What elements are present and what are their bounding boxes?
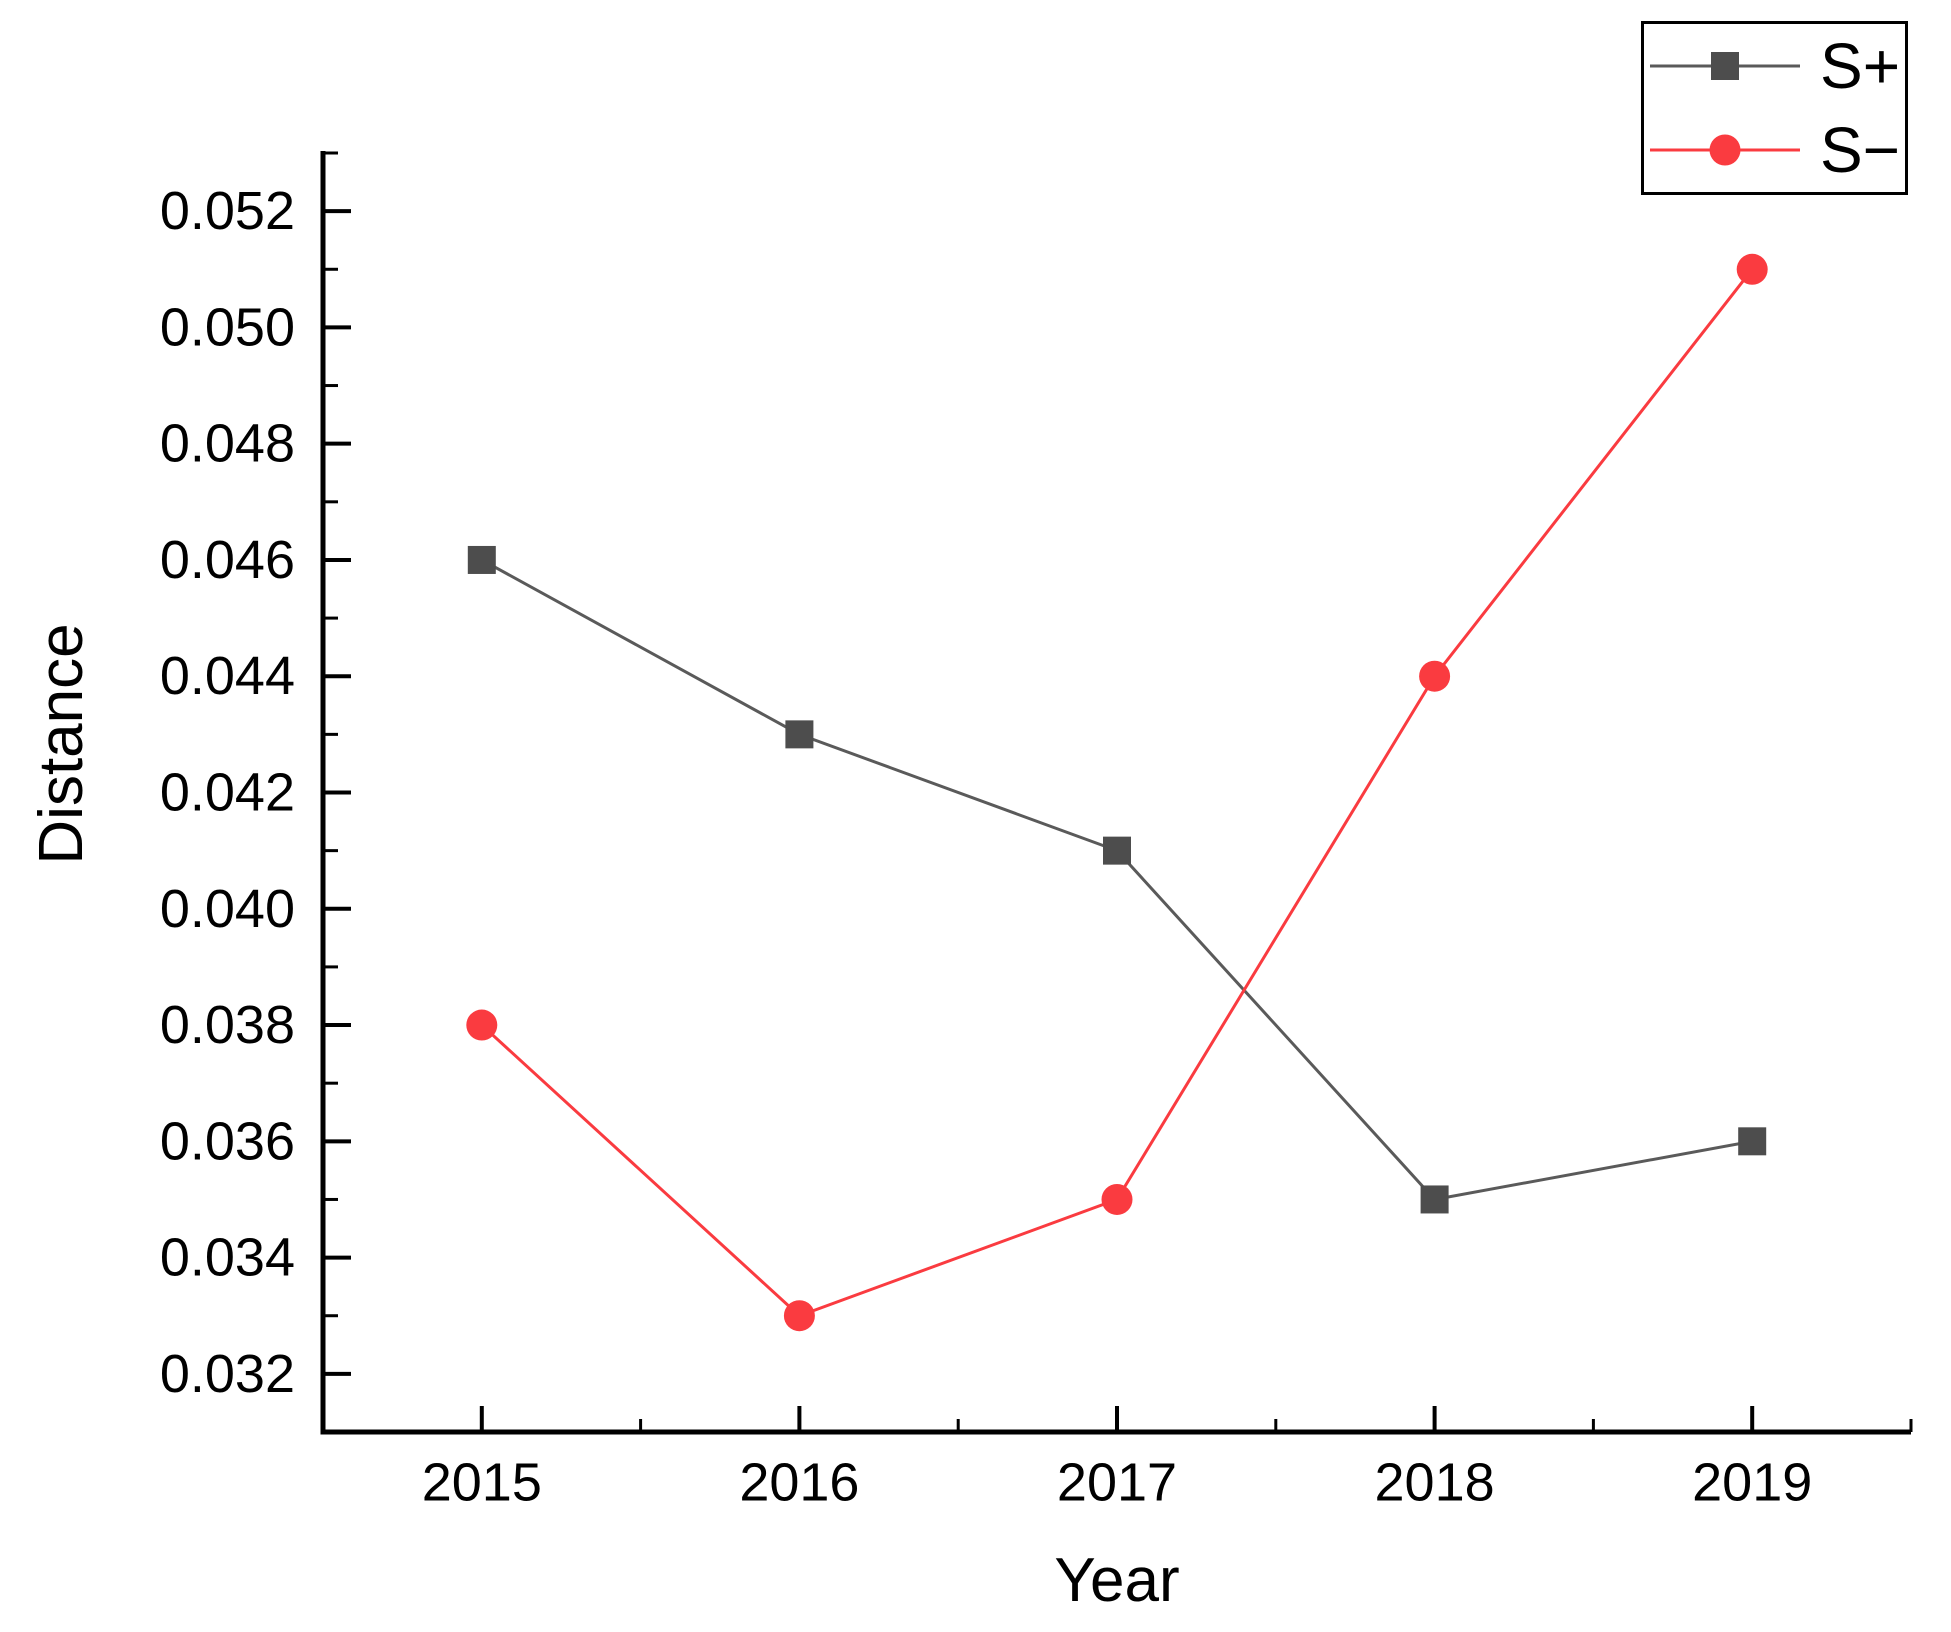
series-1-point-2016 xyxy=(783,1300,815,1332)
x-tick-label: 2015 xyxy=(422,1452,542,1512)
series-1-point-2019 xyxy=(1736,253,1768,285)
series-0-point-2016 xyxy=(785,720,814,749)
x-tick-label: 2016 xyxy=(739,1452,859,1512)
legend-item-s-plus: S+ xyxy=(1644,24,1905,108)
y-tick-label: 0.046 xyxy=(160,530,295,590)
y-tick-label: 0.034 xyxy=(160,1228,295,1288)
y-tick-label: 0.044 xyxy=(160,646,295,706)
x-tick-label: 2018 xyxy=(1375,1452,1495,1512)
series-1-point-2018 xyxy=(1419,660,1451,692)
x-axis-title: Year xyxy=(1054,1546,1180,1615)
legend-item-s-minus: S− xyxy=(1644,108,1905,192)
series-0-point-2019 xyxy=(1738,1127,1767,1156)
x-tick-label: 2017 xyxy=(1057,1452,1177,1512)
series-0-point-2018 xyxy=(1420,1185,1449,1214)
legend-label-s-minus: S− xyxy=(1820,114,1901,186)
legend-circle-marker-icon xyxy=(1709,134,1741,166)
y-tick-label: 0.050 xyxy=(160,297,295,357)
legend-sample-s-minus xyxy=(1650,133,1800,167)
y-tick-label: 0.032 xyxy=(160,1344,295,1404)
y-tick-label: 0.040 xyxy=(160,879,295,939)
series-1-line xyxy=(480,268,1754,1318)
legend-square-marker-icon xyxy=(1711,52,1739,80)
y-tick-label: 0.048 xyxy=(160,414,295,474)
series-0-line xyxy=(481,558,1753,1202)
y-tick-label: 0.042 xyxy=(160,763,295,823)
x-tick-label: 2019 xyxy=(1692,1452,1812,1512)
series-1-point-2015 xyxy=(466,1009,498,1041)
y-tick-label: 0.038 xyxy=(160,995,295,1055)
y-tick-label: 0.036 xyxy=(160,1111,295,1171)
series-0-point-2017 xyxy=(1103,836,1131,865)
y-tick-label: 0.052 xyxy=(160,181,295,241)
series-1-point-2017 xyxy=(1101,1183,1133,1215)
legend-label-s-plus: S+ xyxy=(1820,30,1901,102)
y-axis-title: Distance xyxy=(27,623,96,865)
series-0-point-2015 xyxy=(467,545,496,574)
legend: S+ S− xyxy=(1641,21,1908,195)
legend-sample-s-plus xyxy=(1650,49,1800,83)
